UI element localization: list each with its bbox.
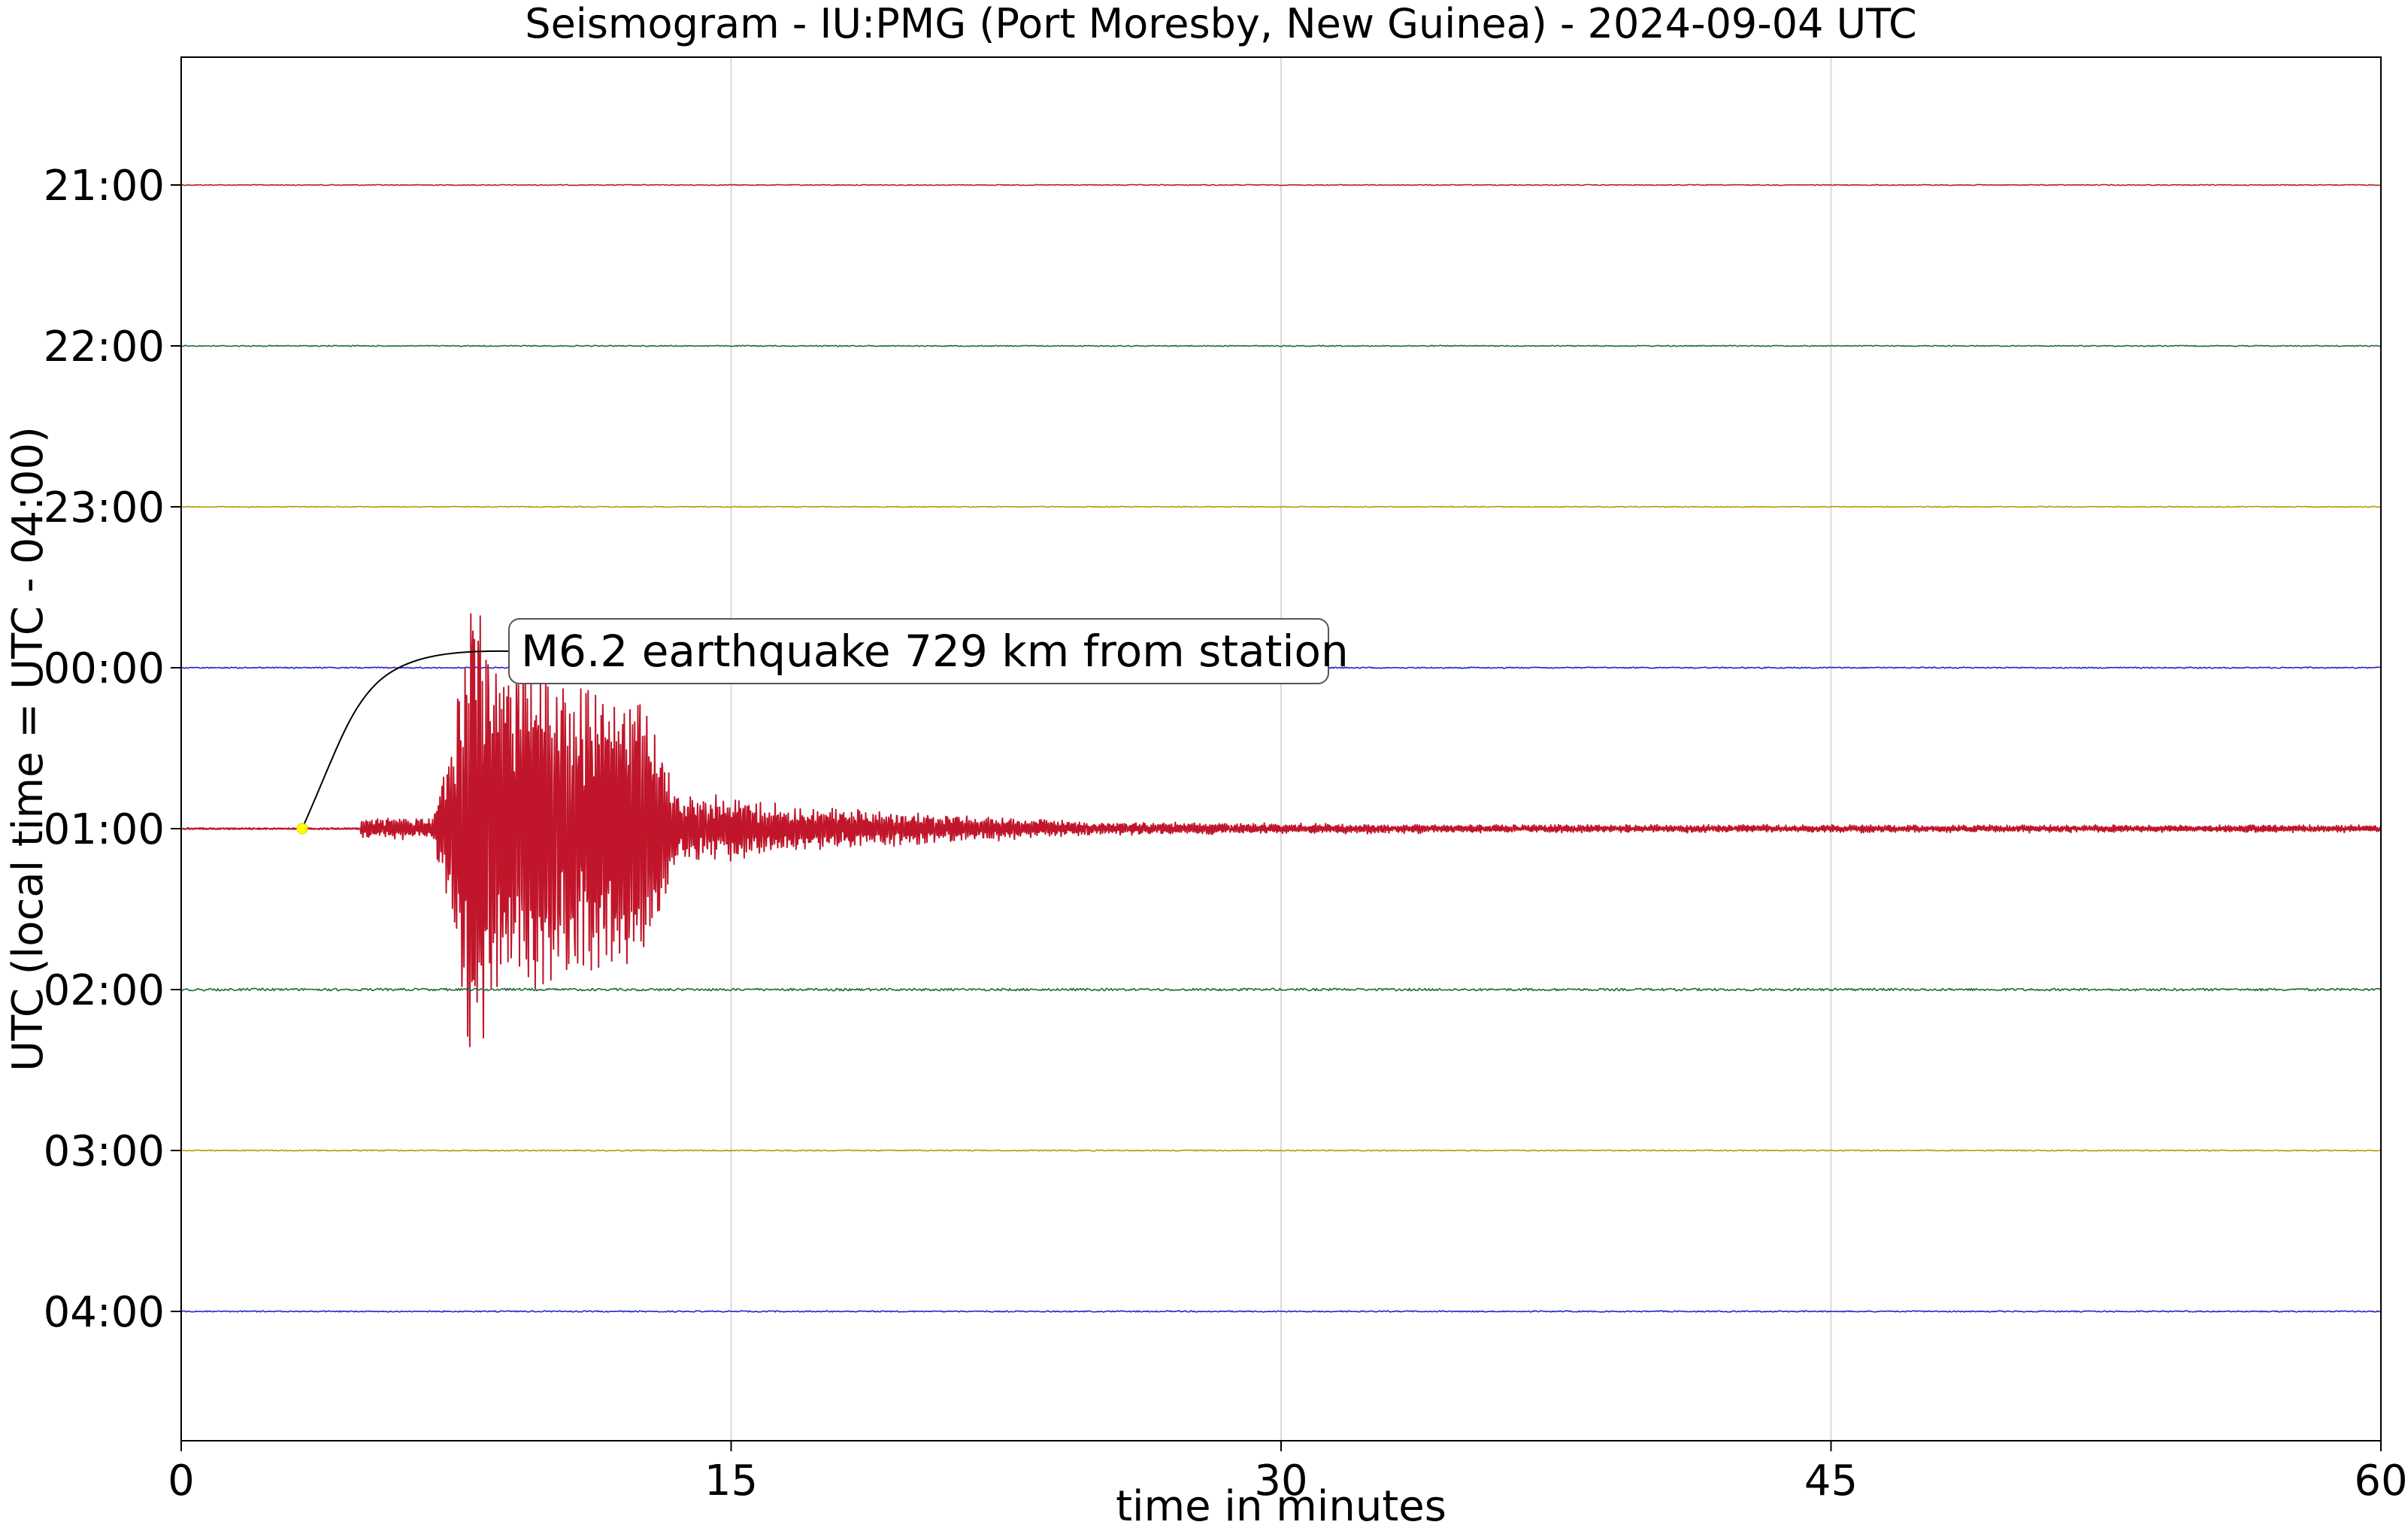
annotation-label: M6.2 earthquake 729 km from station	[521, 626, 1349, 677]
earthquake-annotation: M6.2 earthquake 729 km from station	[296, 618, 1349, 835]
y-tick-label-21:00: 21:00	[44, 162, 165, 211]
y-axis-ticks: 21:00 22:00 23:00 00:00 01:00 02:00 03:00 04:00	[44, 162, 181, 1337]
chart-title: Seismogram - IU:PMG (Port Moresby, New G…	[525, 0, 1916, 47]
trace-22:00	[180, 344, 2382, 347]
x-tick-label-15: 15	[704, 1457, 758, 1505]
x-tick-label-60: 60	[2354, 1457, 2407, 1505]
event-origin-marker	[296, 823, 308, 835]
y-tick-label-03:00: 03:00	[44, 1127, 165, 1176]
x-tick-label-0: 0	[168, 1457, 195, 1505]
x-tick-label-30: 30	[1254, 1457, 1307, 1505]
x-tick-label-45: 45	[1804, 1457, 1858, 1505]
trace-01:00	[180, 613, 2382, 1047]
y-tick-label-04:00: 04:00	[44, 1288, 165, 1337]
annotation-connector	[301, 650, 510, 829]
x-axis-ticks: 0 15 30 45 60	[168, 1441, 2408, 1505]
y-tick-label-00:00: 00:00	[44, 644, 165, 693]
trace-21:00	[180, 183, 2382, 186]
y-tick-label-23:00: 23:00	[44, 484, 165, 532]
trace-04:00	[180, 1310, 2382, 1313]
y-tick-label-02:00: 02:00	[44, 966, 165, 1015]
y-tick-label-01:00: 01:00	[44, 805, 165, 854]
vertical-gridlines	[730, 57, 1832, 1441]
y-axis-label: UTC (local time = UTC - 04:00)	[4, 426, 53, 1072]
annotation-box	[508, 618, 1329, 684]
trace-23:00	[180, 505, 2382, 508]
trace-02:00	[180, 987, 2382, 992]
x-axis-label: time in minutes	[1116, 1482, 1446, 1531]
y-tick-label-22:00: 22:00	[44, 323, 165, 371]
